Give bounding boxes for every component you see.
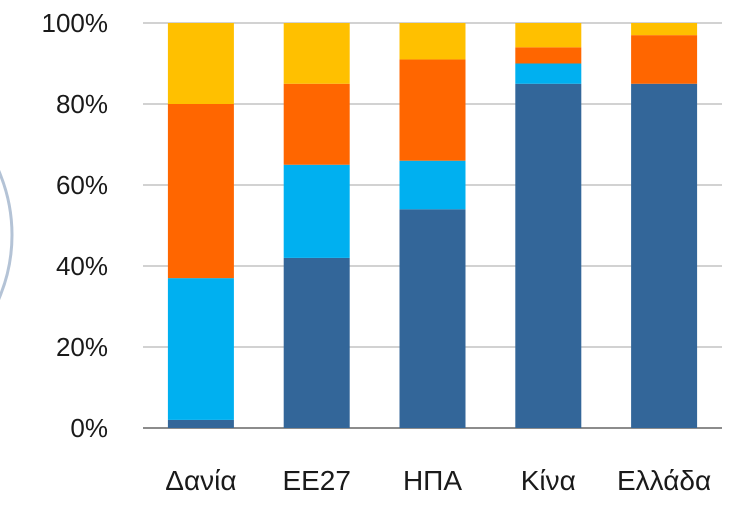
bar-segment <box>167 278 234 420</box>
bar-segment <box>399 160 466 210</box>
y-tick-label: 80% <box>56 89 108 119</box>
bar-segment <box>631 83 698 428</box>
x-category-label: Δανία <box>165 465 236 496</box>
x-category-label: ΕΕ27 <box>282 465 351 496</box>
bar-segment <box>399 59 466 161</box>
x-category-label: ΗΠΑ <box>403 465 462 496</box>
x-category-label: Ελλάδα <box>617 465 711 496</box>
bar-segment <box>283 164 350 258</box>
bar-segment <box>515 63 582 84</box>
bar-segment <box>515 23 582 48</box>
bar-segment <box>399 209 466 428</box>
bar-segment <box>399 23 466 60</box>
bar-segment <box>515 47 582 64</box>
bar-segment <box>283 23 350 84</box>
y-axis-ticks: 0% 20% 40% 60% 80% 100% <box>42 8 109 443</box>
y-tick-label: 20% <box>56 332 108 362</box>
y-tick-label: 0% <box>70 413 108 443</box>
bars <box>167 23 698 428</box>
y-tick-label: 100% <box>42 8 109 38</box>
bar-segment <box>515 83 582 428</box>
bar-segment <box>167 23 234 104</box>
background-decoration <box>0 170 14 300</box>
bar-segment <box>167 104 234 279</box>
bar-segment <box>631 35 698 84</box>
bar-segment <box>167 419 234 428</box>
y-tick-label: 40% <box>56 251 108 281</box>
decorative-circle <box>0 170 14 300</box>
bar-segment <box>283 83 350 165</box>
bar-segment <box>631 23 698 36</box>
x-category-label: Κίνα <box>521 465 576 496</box>
y-tick-label: 60% <box>56 170 108 200</box>
x-axis-labels: Δανία ΕΕ27 ΗΠΑ Κίνα Ελλάδα <box>165 465 711 496</box>
bar-segment <box>283 257 350 428</box>
